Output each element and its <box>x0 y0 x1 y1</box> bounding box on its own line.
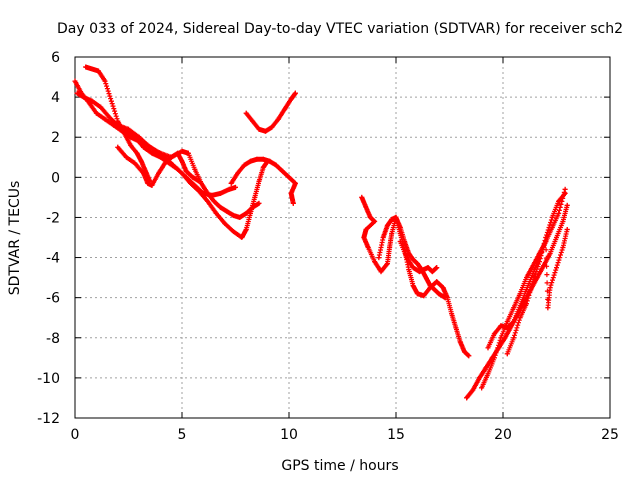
series-sch2-early-e <box>115 144 202 188</box>
series-sch2-mid-b <box>376 214 472 359</box>
series-sch2-late-d <box>504 190 568 357</box>
data-points <box>72 64 570 401</box>
y-tick-label: -6 <box>46 291 60 307</box>
x-tick-label: 15 <box>387 427 405 443</box>
chart-title: Day 033 of 2024, Sidereal Day-to-day VTE… <box>57 21 623 37</box>
x-tick-label: 25 <box>601 427 619 443</box>
series-trace <box>115 144 202 188</box>
y-tick-label: 4 <box>51 90 60 106</box>
series-sch2-mid-c <box>397 239 440 275</box>
x-tick-label: 5 <box>178 427 187 443</box>
series-sch2-early-c <box>83 64 153 184</box>
series-trace <box>397 239 440 275</box>
y-tick-label: -2 <box>46 210 60 226</box>
y-tick-label: 2 <box>51 130 60 146</box>
y-tick-label: -12 <box>37 411 60 427</box>
x-axis-label: GPS time / hours <box>281 458 398 474</box>
series-sch2-early-f <box>228 156 298 206</box>
series-sch2-arc <box>243 90 298 134</box>
y-tick-label: 6 <box>51 50 60 66</box>
series-trace <box>115 122 262 220</box>
y-tick-label: -8 <box>46 331 60 347</box>
series-sch2-late-c <box>485 227 570 351</box>
series-trace <box>504 190 568 357</box>
y-tick-label: -10 <box>37 371 60 387</box>
y-tick-label: -4 <box>46 251 60 267</box>
series-sch2-early-d <box>115 122 262 220</box>
series-trace <box>243 90 298 134</box>
y-axis-label: SDTVAR / TECUs <box>7 181 23 296</box>
series-trace <box>74 90 238 198</box>
x-tick-label: 0 <box>71 427 80 443</box>
x-tick-label: 10 <box>280 427 298 443</box>
x-tick-label: 20 <box>494 427 512 443</box>
series-trace <box>228 156 298 206</box>
series-sch2-early-b <box>74 90 238 198</box>
axis-ticks: 0 5 10 15 20 25 -12 -10 -8 -6 -4 -2 0 2 4 6 <box>37 50 619 443</box>
series-trace <box>83 64 153 184</box>
series-trace <box>479 186 568 391</box>
plot-frame <box>74 56 611 419</box>
y-tick-label: 0 <box>51 170 60 186</box>
series-trace <box>485 227 570 351</box>
grid-lines <box>75 57 610 418</box>
